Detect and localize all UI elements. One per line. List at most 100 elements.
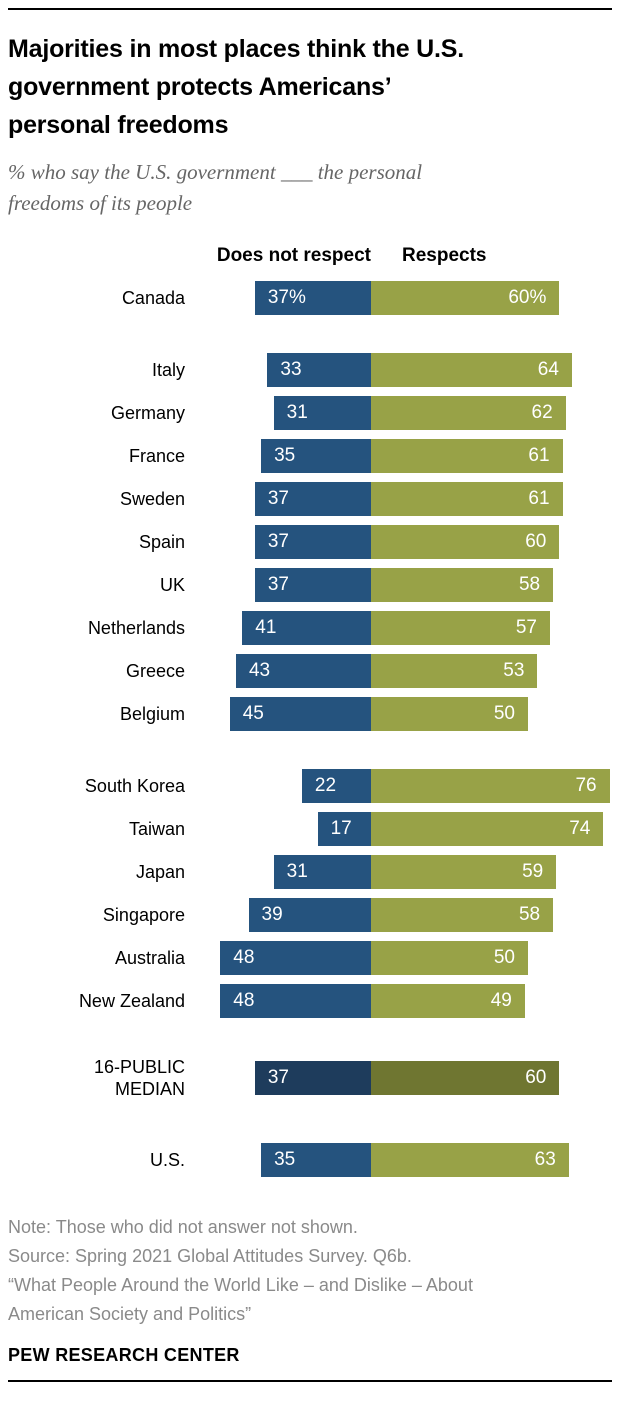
column-headers: Does not respect Respects — [8, 245, 612, 269]
chart-row: Belgium 45 50 — [8, 697, 612, 731]
bar-area: 22 76 — [185, 769, 612, 803]
bar-area: 37 61 — [185, 482, 612, 516]
does-not-respect-segment: 37 — [254, 482, 371, 516]
country-label: Singapore — [102, 905, 185, 925]
respects-segment: 64 — [370, 353, 572, 387]
diverging-bar: 31 62 — [273, 396, 566, 430]
note-line: Note: Those who did not answer not shown… — [8, 1217, 358, 1237]
chart-row: Greece 43 53 — [8, 654, 612, 688]
chart: Canada 37% 60% Italy 33 64 Germany 31 62 France 35… — [8, 281, 612, 1177]
diverging-bar: 17 74 — [317, 812, 604, 846]
respects-segment: 50 — [370, 697, 528, 731]
diverging-bar: 43 53 — [235, 654, 538, 688]
country-label: 16-PUBLIC MEDIAN — [8, 1056, 185, 1100]
bar-area: 37% 60% — [185, 281, 612, 315]
country-label: South Korea — [84, 776, 185, 796]
diverging-bar: 48 49 — [220, 984, 525, 1018]
country-label: Canada — [121, 288, 185, 308]
respects-segment: 60% — [370, 281, 560, 315]
respects-segment: 58 — [370, 898, 554, 932]
respects-segment: 57 — [370, 611, 550, 645]
country-label: Australia — [114, 948, 185, 968]
respects-segment: 61 — [370, 439, 563, 473]
diverging-bar: 37 58 — [254, 568, 554, 602]
bar-group: Canada 37% 60% — [8, 281, 612, 315]
respects-segment: 61 — [370, 482, 563, 516]
bar-area: 48 50 — [185, 941, 612, 975]
country-label: Greece — [125, 661, 185, 681]
chart-row: France 35 61 — [8, 439, 612, 473]
diverging-bar: 37 61 — [254, 482, 563, 516]
does-not-respect-segment: 45 — [229, 697, 371, 731]
country-label: Germany — [110, 403, 185, 423]
respects-segment: 50 — [370, 941, 528, 975]
does-not-respect-segment: 31 — [273, 855, 371, 889]
bar-area: 17 74 — [185, 812, 612, 846]
bar-area: 43 53 — [185, 654, 612, 688]
chart-row: UK 37 58 — [8, 568, 612, 602]
does-not-respect-segment: 17 — [317, 812, 371, 846]
bar-area: 35 63 — [185, 1143, 612, 1177]
title-line: Majorities in most places think the U.S. — [8, 35, 464, 63]
diverging-bar: 48 50 — [220, 941, 528, 975]
bar-group: U.S. 35 63 — [8, 1143, 612, 1177]
does-not-respect-segment: 41 — [242, 611, 371, 645]
title-line: government protects Americans’ — [8, 73, 392, 101]
legend-does-not-respect: Does not respect — [216, 245, 371, 266]
diverging-bar: 35 61 — [261, 439, 563, 473]
bar-area: 48 49 — [185, 984, 612, 1018]
diverging-bar: 31 59 — [273, 855, 557, 889]
does-not-respect-segment: 37 — [254, 525, 371, 559]
bar-group: South Korea 22 76 Taiwan 17 74 Japan 31 59 Singap… — [8, 769, 612, 1018]
country-label: Sweden — [119, 489, 185, 509]
country-label: U.S. — [149, 1150, 185, 1170]
does-not-respect-segment: 22 — [301, 769, 371, 803]
chart-row: New Zealand 48 49 — [8, 984, 612, 1018]
does-not-respect-segment: 43 — [235, 654, 371, 688]
respects-segment: 59 — [370, 855, 557, 889]
does-not-respect-segment: 35 — [261, 1143, 371, 1177]
chart-row: Singapore 39 58 — [8, 898, 612, 932]
country-label: New Zealand — [78, 991, 185, 1011]
respects-segment: 60 — [370, 525, 560, 559]
does-not-respect-segment: 48 — [220, 941, 371, 975]
chart-row: 16-PUBLIC MEDIAN 37 60 — [8, 1056, 612, 1100]
respects-segment: 58 — [370, 568, 554, 602]
diverging-bar: 33 64 — [267, 353, 572, 387]
report-title-line: American Society and Politics” — [8, 1304, 252, 1324]
subtitle-line: % who say the U.S. government ___ the pe… — [8, 160, 423, 184]
bar-group: 16-PUBLIC MEDIAN 37 60 — [8, 1056, 612, 1100]
bar-area: 31 59 — [185, 855, 612, 889]
does-not-respect-segment: 39 — [248, 898, 371, 932]
bar-area: 35 61 — [185, 439, 612, 473]
respects-segment: 76 — [370, 769, 610, 803]
chart-row: Taiwan 17 74 — [8, 812, 612, 846]
bar-area: 41 57 — [185, 611, 612, 645]
country-label-line: MEDIAN — [114, 1079, 185, 1099]
subtitle-line: freedoms of its people — [8, 191, 193, 215]
bar-area: 39 58 — [185, 898, 612, 932]
report-title-line: “What People Around the World Like – and… — [8, 1275, 473, 1295]
legend-respects: Respects — [402, 245, 487, 266]
country-label: France — [128, 446, 185, 466]
does-not-respect-segment: 31 — [273, 396, 371, 430]
chart-row: Canada 37% 60% — [8, 281, 612, 315]
does-not-respect-segment: 33 — [267, 353, 371, 387]
country-label: Taiwan — [128, 819, 185, 839]
respects-segment: 49 — [370, 984, 525, 1018]
respects-segment: 53 — [370, 654, 538, 688]
chart-row: Spain 37 60 — [8, 525, 612, 559]
country-label: Netherlands — [87, 618, 185, 638]
diverging-bar: 37% 60% — [254, 281, 560, 315]
bottom-rule — [8, 1380, 612, 1382]
country-label: Belgium — [119, 704, 185, 724]
diverging-bar: 41 57 — [242, 611, 550, 645]
chart-row: U.S. 35 63 — [8, 1143, 612, 1177]
bar-area: 37 60 — [185, 525, 612, 559]
diverging-bar: 39 58 — [248, 898, 554, 932]
does-not-respect-segment: 37 — [254, 568, 371, 602]
does-not-respect-segment: 35 — [261, 439, 371, 473]
country-label: UK — [159, 575, 185, 595]
chart-row: Netherlands 41 57 — [8, 611, 612, 645]
page: Majorities in most places think the U.S.… — [0, 8, 620, 1382]
